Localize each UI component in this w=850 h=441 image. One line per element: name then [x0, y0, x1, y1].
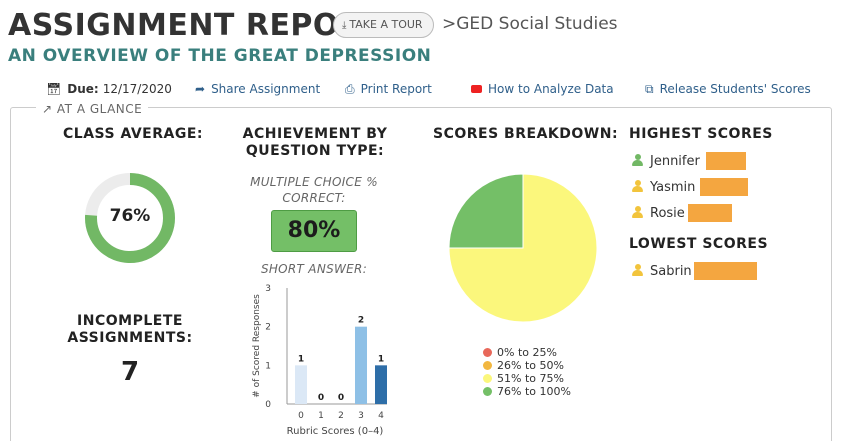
- achievement-heading-line1: ACHIEVEMENT BY: [242, 126, 388, 142]
- due-label: Due:: [67, 82, 99, 96]
- class-average-value: 76%: [109, 206, 151, 226]
- incomplete-heading-line1: INCOMPLETE: [77, 313, 183, 329]
- student-name: Jennifer: [650, 154, 700, 169]
- bar-x-tick-label: 1: [318, 411, 324, 421]
- donut-fill: [85, 173, 175, 263]
- how-to-analyze-link[interactable]: How to Analyze Data: [471, 82, 614, 96]
- user-icon: [632, 154, 643, 166]
- bar-x-tick-label: 3: [358, 411, 364, 421]
- legend-dot: [483, 361, 492, 370]
- incomplete-heading-line2: ASSIGNMENTS:: [67, 330, 193, 346]
- legend-label: 76% to 100%: [497, 385, 571, 398]
- user-icon: [632, 264, 643, 276]
- share-assignment-label: Share Assignment: [211, 82, 321, 96]
- redacted-score-bar: [700, 178, 748, 196]
- bar-rubric-4: [375, 365, 387, 404]
- bar-y-tick-label: 3: [265, 284, 271, 294]
- assignment-subtitle: AN OVERVIEW OF THE GREAT DEPRESSION: [8, 46, 432, 66]
- external-link-icon: ⧉: [645, 82, 654, 96]
- print-report-link[interactable]: ⎙ Print Report: [345, 82, 432, 97]
- share-icon: ➦: [195, 82, 206, 96]
- short-answer-label: SHORT ANSWER:: [260, 262, 368, 276]
- multiple-choice-label: MULTIPLE CHOICE % CORRECT:: [250, 175, 378, 205]
- bar-y-tick-label: 2: [265, 323, 271, 333]
- pie-legend: 0% to 25% 26% to 50% 51% to 75% 76% to 100%: [483, 346, 571, 398]
- legend-dot: [483, 387, 492, 396]
- release-scores-label: Release Students' Scores: [659, 82, 811, 96]
- redacted-score-bar: [706, 152, 746, 170]
- due-date-value: 12/17/2020: [102, 82, 172, 96]
- student-name: Sabrin: [650, 264, 692, 279]
- achievement-heading: ACHIEVEMENT BY QUESTION TYPE:: [238, 126, 392, 160]
- take-a-tour-button[interactable]: ⤓ TAKE A TOUR: [333, 12, 434, 38]
- bar-data-label: 2: [358, 316, 364, 326]
- bar-x-tick-label: 0: [298, 411, 304, 421]
- bar-y-axis-label: # of Scored Responses: [252, 294, 262, 398]
- bar-x-tick-label: 2: [338, 411, 344, 421]
- pie-legend-entry: 76% to 100%: [483, 385, 571, 398]
- highest-scores-heading: HIGHEST SCORES: [629, 126, 773, 142]
- lowest-student[interactable]: Sabrin: [632, 264, 692, 279]
- highest-student[interactable]: Rosie: [632, 206, 685, 221]
- legend-label: 0% to 25%: [497, 346, 557, 359]
- legend-dot: [483, 374, 492, 383]
- share-assignment-link[interactable]: ➦ Share Assignment: [195, 82, 320, 96]
- user-icon: [632, 180, 643, 192]
- lowest-scores-heading: LOWEST SCORES: [629, 236, 769, 252]
- at-a-glance-panel: [10, 107, 832, 441]
- redacted-score-bar: [688, 204, 732, 222]
- class-average-donut: [85, 173, 175, 263]
- short-answer-bar-chart: 0 1 2 3 1 0 0 1 0 2 2 3 1 4 Rubric Scores (0–4) # of Sc…: [252, 284, 387, 437]
- class-average-heading: CLASS AVERAGE:: [63, 126, 203, 142]
- redacted-score-bar: [694, 262, 757, 280]
- bar-data-label: 1: [298, 354, 304, 364]
- release-scores-link[interactable]: ⧉ Release Students' Scores: [645, 82, 811, 97]
- calendar-icon: 📅︎: [46, 82, 62, 96]
- download-icon: ⤓: [342, 20, 347, 31]
- highest-student[interactable]: Yasmin: [632, 180, 695, 195]
- highest-student[interactable]: Jennifer: [632, 154, 700, 169]
- pie-legend-entry: 51% to 75%: [483, 372, 571, 385]
- due-date: 📅︎ Due: 12/17/2020: [46, 82, 172, 96]
- incomplete-assignments-value: 7: [120, 357, 140, 387]
- scores-breakdown-heading: SCORES BREAKDOWN:: [433, 126, 619, 142]
- bar-data-label: 0: [318, 393, 324, 403]
- at-a-glance-label: AT A GLANCE: [56, 102, 143, 116]
- multiple-choice-value: 80%: [271, 210, 357, 252]
- student-name: Yasmin: [650, 180, 696, 195]
- youtube-icon: [471, 85, 482, 93]
- print-icon: ⎙: [345, 82, 355, 96]
- pie-legend-entry: 0% to 25%: [483, 346, 571, 359]
- legend-label: 26% to 50%: [497, 359, 564, 372]
- bar-x-tick-label: 4: [378, 411, 384, 421]
- bar-data-label: 1: [378, 354, 384, 364]
- legend-dot: [483, 348, 492, 357]
- scores-breakdown-pie: [448, 173, 598, 323]
- bar-rubric-3: [355, 326, 367, 404]
- take-a-tour-label: TAKE A TOUR: [349, 18, 423, 31]
- student-name: Rosie: [650, 206, 685, 221]
- achievement-heading-line2: QUESTION TYPE:: [245, 143, 385, 159]
- user-icon: [632, 206, 643, 218]
- how-to-analyze-label: How to Analyze Data: [488, 82, 614, 96]
- bar-y-tick-label: 1: [265, 361, 271, 371]
- bar-data-label: 0: [338, 393, 344, 403]
- bar-rubric-0: [295, 365, 307, 404]
- print-report-label: Print Report: [360, 82, 432, 96]
- trend-chart-icon: ↗︎: [42, 102, 53, 116]
- page-title: ASSIGNMENT REPORT: [8, 8, 383, 43]
- action-bar: 📅︎ Due: 12/17/2020 ➦ Share Assignment ⎙ Prin…: [0, 82, 850, 98]
- pie-legend-entry: 26% to 50%: [483, 359, 571, 372]
- bar-y-tick-label: 0: [265, 400, 271, 410]
- pie-slice-2: [448, 173, 598, 323]
- at-a-glance-legend: ↗︎ AT A GLANCE: [36, 102, 149, 116]
- incomplete-assignments-heading: INCOMPLETE ASSIGNMENTS:: [60, 313, 200, 347]
- bar-x-axis-label: Rubric Scores (0–4): [287, 426, 384, 437]
- legend-label: 51% to 75%: [497, 372, 564, 385]
- course-breadcrumb[interactable]: >GED Social Studies: [442, 14, 618, 34]
- pie-slice-3: [448, 173, 524, 249]
